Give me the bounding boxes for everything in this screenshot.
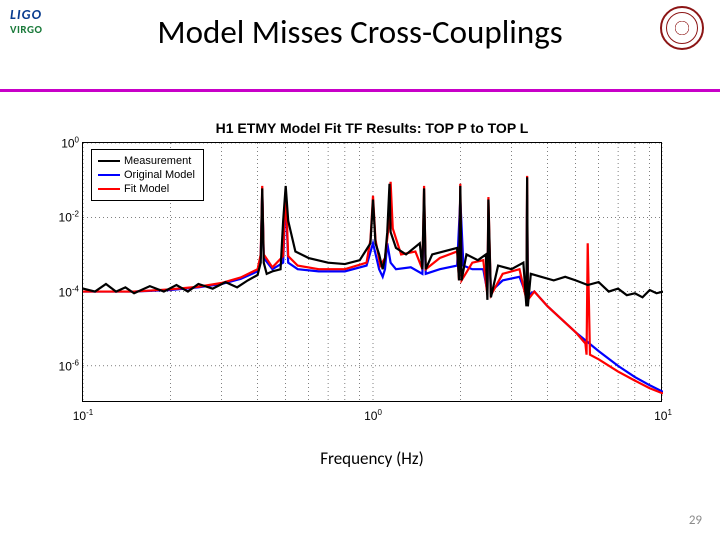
legend-item: Original Model [98,168,195,182]
legend: Measurement Original Model Fit Model [91,149,204,201]
y-tick-label: 10-2 [39,210,79,225]
plot-area: Measurement Original Model Fit Model 10-… [82,142,662,402]
page-number: 29 [689,513,702,528]
slide-title: Model Misses Cross-Couplings [0,8,720,52]
slide-header: LIGO VIRGO Model Misses Cross-Couplings [0,0,720,92]
ligo-text: LIGO [10,6,70,23]
series-group [83,176,663,394]
title-underline [0,89,720,92]
ligo-virgo-logo: LIGO VIRGO [10,6,70,48]
y-tick-label: 100 [39,136,79,151]
legend-label: Original Model [124,168,195,182]
legend-label: Fit Model [124,182,169,196]
x-tick-label: 101 [654,408,672,423]
stanford-seal-icon [660,6,704,50]
x-tick-label: 100 [364,408,382,423]
x-tick-label: 10-1 [73,408,93,423]
legend-swatch-icon [98,174,120,177]
y-tick-label: 10-4 [39,284,79,299]
legend-item: Fit Model [98,182,195,196]
legend-swatch-icon [98,188,120,191]
virgo-text: VIRGO [10,23,70,36]
legend-label: Measurement [124,154,191,168]
chart-title: H1 ETMY Model Fit TF Results: TOP P to T… [62,120,682,136]
x-axis-label: Frequency (Hz) [62,448,682,469]
y-tick-label: 10-6 [39,358,79,373]
legend-swatch-icon [98,160,120,163]
chart-container: H1 ETMY Model Fit TF Results: TOP P to T… [62,120,682,440]
legend-item: Measurement [98,154,195,168]
